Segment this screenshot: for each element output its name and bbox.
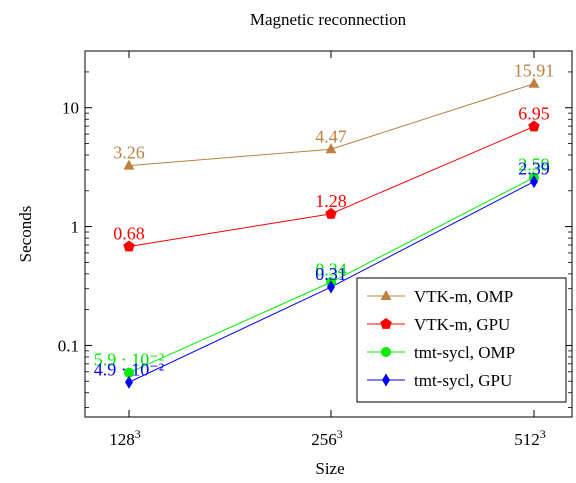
legend-label-tmt-sycl-omp: tmt-sycl, OMP [414,343,515,362]
data-label-tmt-sycl-gpu: 4.9 · 10⁻² [94,359,164,379]
data-point-tmt-sycl-gpu [125,375,133,389]
legend-label-tmt-sycl-gpu: tmt-sycl, GPU [414,371,512,390]
legend-box [356,277,567,403]
data-label-vtk-m-omp: 3.26 [113,143,145,163]
chart-title: Magnetic reconnection [250,10,407,29]
legend-marker-vtk-m-omp [380,290,392,300]
x-axis-label: Size [315,459,344,478]
y-axis-label: Seconds [16,206,35,263]
series-markers [123,77,540,389]
legend-label-vtk-m-gpu: VTK-m, GPU [414,315,510,334]
legend: VTK-m, OMP VTK-m, GPU tmt-sycl, OMP tmt-syc… [356,277,567,403]
data-labels: 3.26 4.47 15.91 0.68 1.28 6.95 5.9 · 10⁻² 0.34 2… [94,61,554,380]
data-label-tmt-sycl-omp: 2.59 [518,154,550,174]
data-label-vtk-m-gpu: 1.28 [315,191,347,211]
legend-label-vtk-m-omp: VTK-m, OMP [414,287,513,306]
y-tick-label: 10 [62,99,79,118]
data-label-vtk-m-omp: 15.91 [514,61,555,81]
y-tick-label: 0.1 [58,336,79,355]
legend-marker-tmt-sycl-omp [381,347,391,357]
data-label-vtk-m-gpu: 6.95 [518,103,550,123]
data-point-tmt-sycl-gpu [530,175,538,189]
legend-marker-vtk-m-gpu [380,318,392,329]
data-label-vtk-m-omp: 4.47 [315,126,347,146]
data-point-vtk-m-gpu [528,120,540,132]
y-tick-label: 1 [71,218,80,237]
data-point-vtk-m-omp [325,143,337,154]
data-point-tmt-sycl-gpu [327,280,335,294]
data-point-vtk-m-omp [123,159,135,170]
x-tick-label: 2563 [311,427,343,449]
data-point-tmt-sycl-omp [124,367,134,378]
plot-frame [84,50,573,418]
x-tick-labels: 1283 2563 5123 [109,427,546,449]
data-label-tmt-sycl-omp: 0.34 [315,259,347,279]
data-point-vtk-m-gpu [325,207,337,219]
series-line-vtk-m-omp [128,83,535,167]
x-tick-label: 5123 [514,427,546,449]
x-tick-label: 1283 [109,427,141,449]
data-label-tmt-sycl-gpu: 2.39 [518,159,550,179]
data-point-vtk-m-gpu [123,240,135,252]
data-point-vtk-m-omp [528,77,540,88]
data-label-tmt-sycl-omp: 5.9 · 10⁻² [94,350,164,370]
data-label-vtk-m-gpu: 0.68 [113,223,145,243]
y-tick-labels: 0.1 1 10 [58,99,79,356]
legend-marker-tmt-sycl-gpu [382,373,390,387]
axis-ticks [85,50,572,417]
data-label-tmt-sycl-gpu: 0.31 [315,264,347,284]
